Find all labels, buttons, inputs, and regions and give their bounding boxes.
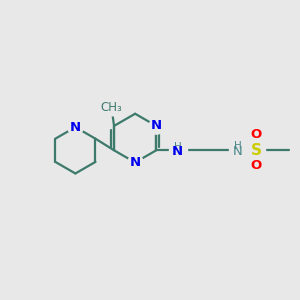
Text: O: O [250,128,262,141]
Text: O: O [250,159,262,172]
Text: N: N [172,145,183,158]
Text: H: H [174,142,182,152]
Text: N: N [130,156,141,169]
Text: N: N [70,121,81,134]
Text: N: N [233,145,243,158]
Text: N: N [151,119,162,132]
Text: H: H [234,141,242,151]
Text: CH₃: CH₃ [101,101,122,114]
Text: S: S [250,143,262,158]
